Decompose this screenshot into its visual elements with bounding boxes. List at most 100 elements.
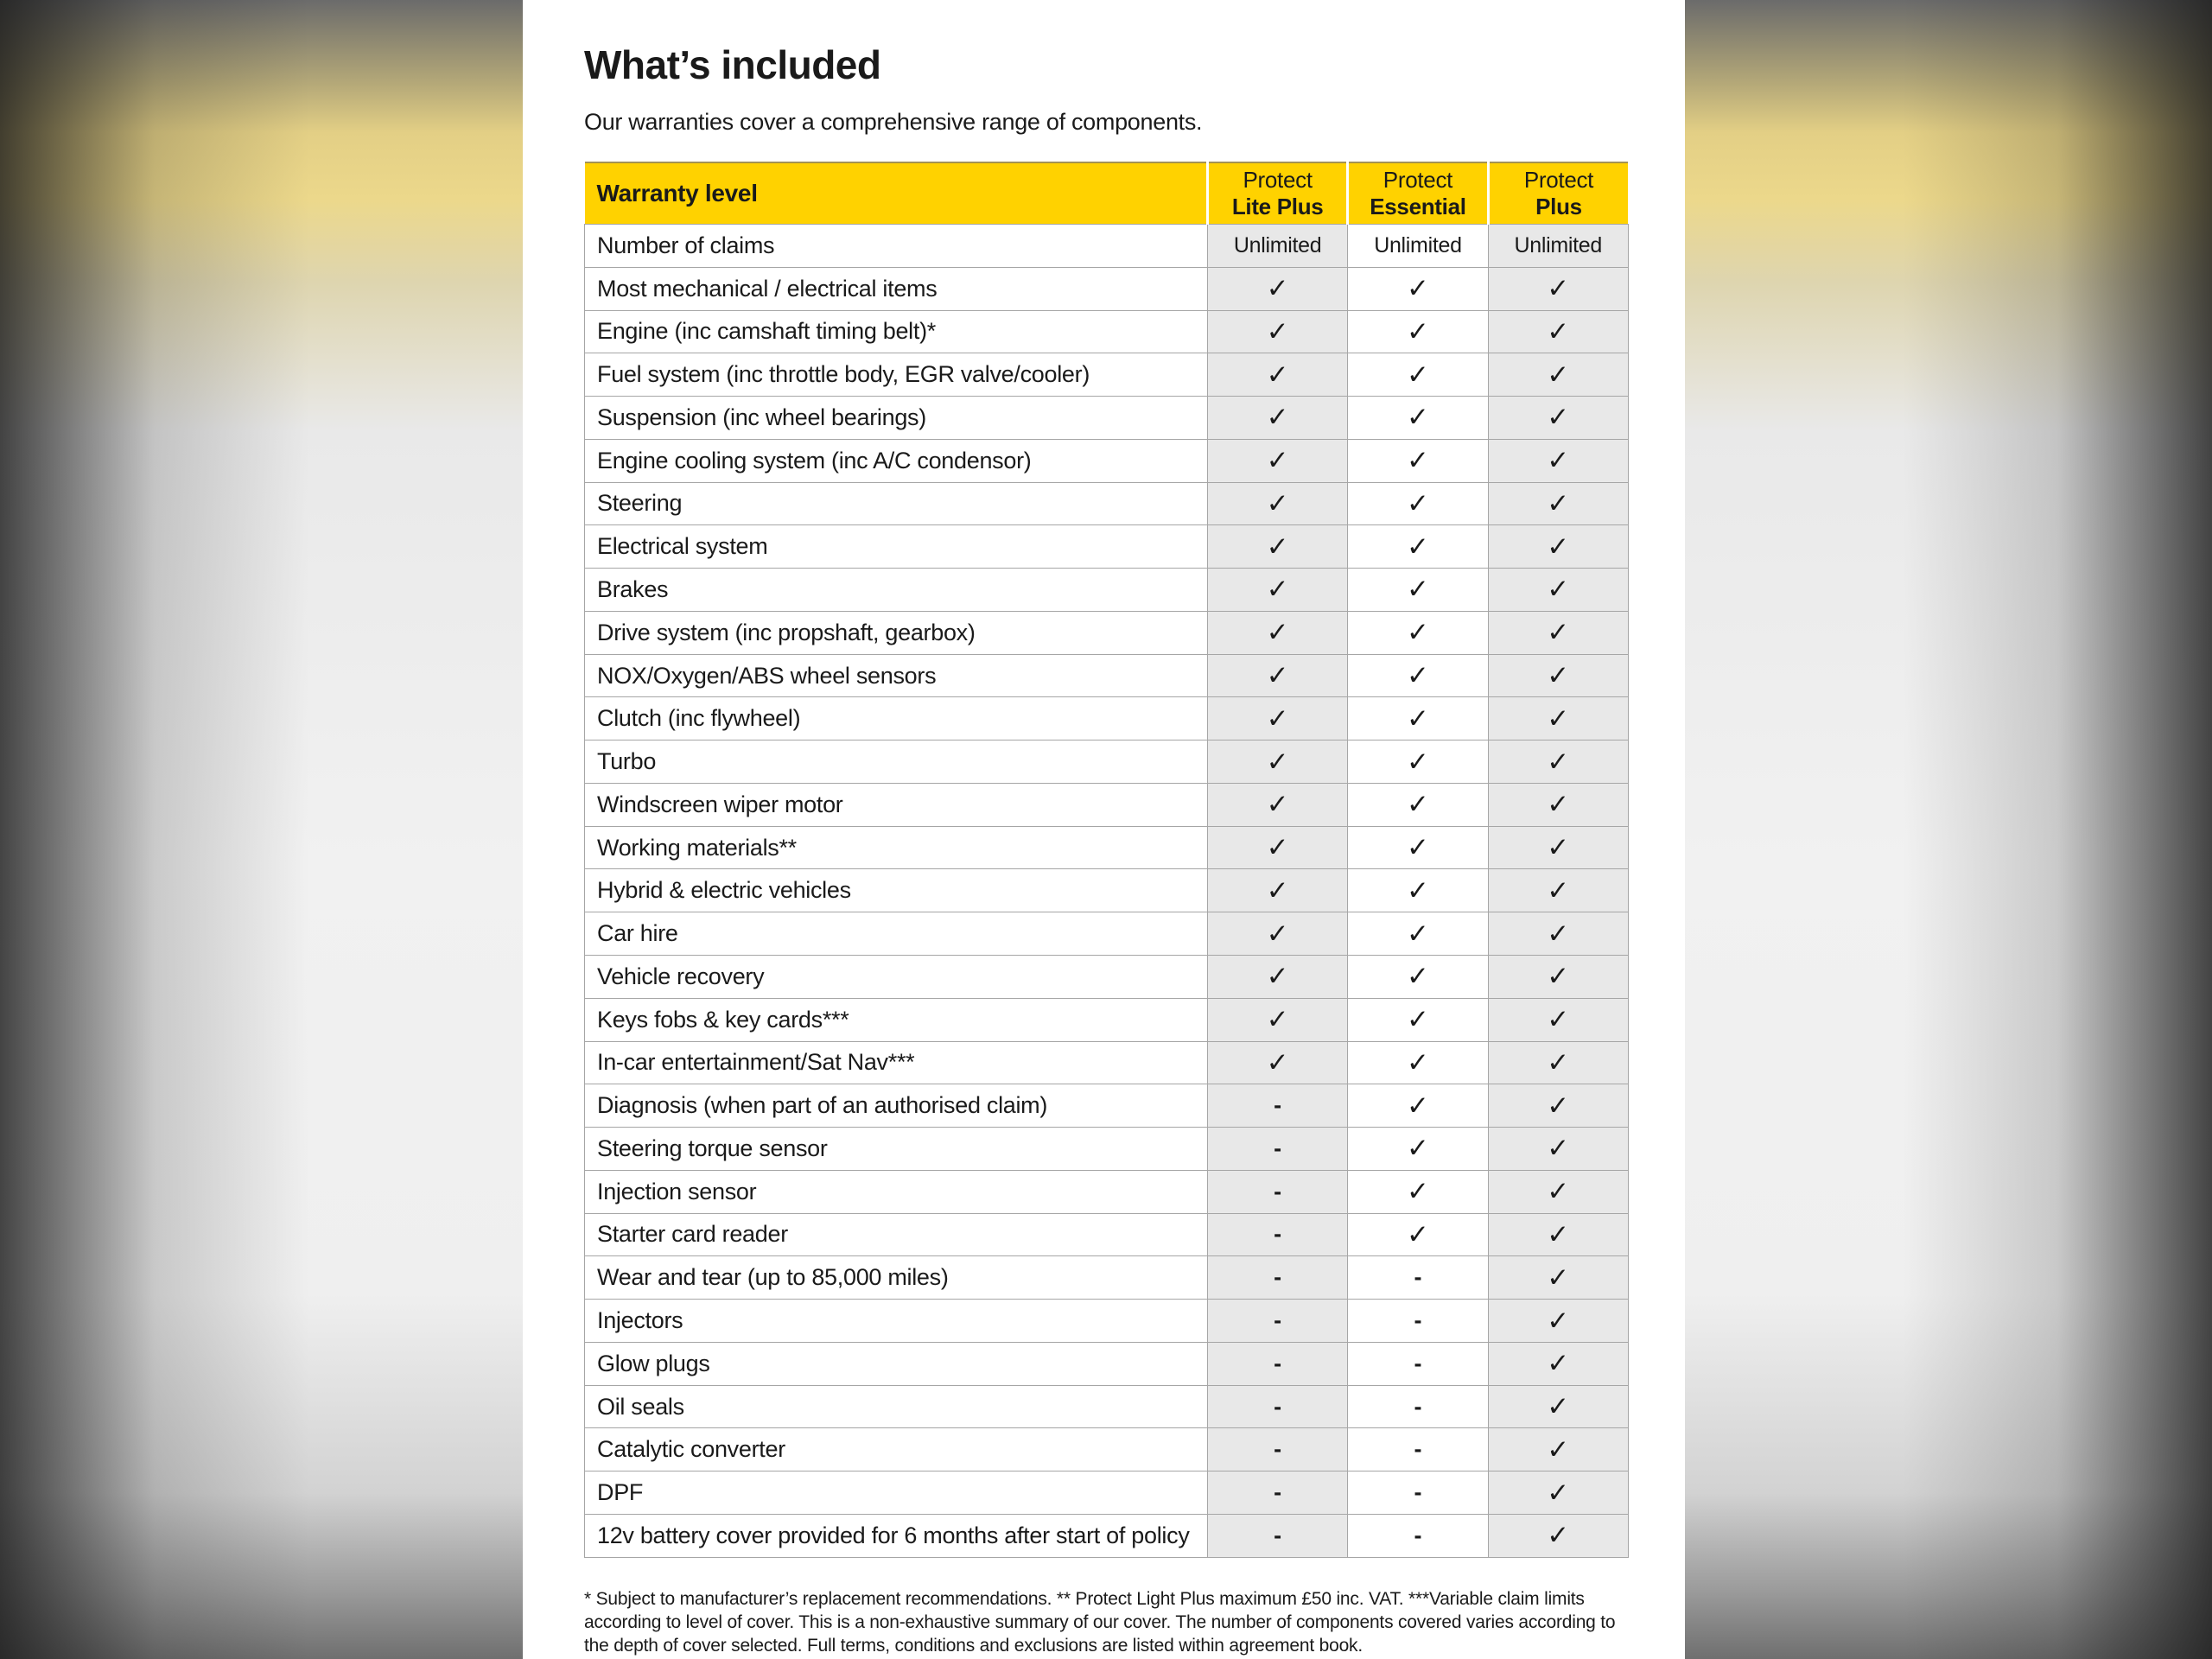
check-icon: ✓ (1347, 997, 1489, 1042)
row-label: Injectors (584, 1299, 1208, 1343)
row-label: Brakes (584, 568, 1208, 612)
check-icon: ✓ (1347, 653, 1489, 698)
check-icon: ✓ (1347, 524, 1489, 569)
plan-tier: Lite Plus (1231, 193, 1324, 219)
check-icon: ✓ (1487, 353, 1629, 397)
row-label: Starter card reader (584, 1212, 1208, 1257)
check-icon: ✓ (1206, 353, 1348, 397)
check-icon: ✓ (1347, 825, 1489, 870)
check-icon: ✓ (1487, 610, 1629, 655)
check-icon: ✓ (1487, 912, 1629, 956)
table-row: Hybrid & electric vehicles ✓ ✓ ✓ (584, 868, 1629, 913)
table-row: Catalytic converter - - ✓ (584, 1427, 1629, 1472)
row-label: Steering torque sensor (584, 1127, 1208, 1171)
table-row: Diagnosis (when part of an authorised cl… (584, 1084, 1629, 1128)
plan-tier: Plus (1535, 193, 1582, 219)
footnote: * Subject to manufacturer’s replacement … (584, 1588, 1616, 1656)
page-subtitle: Our warranties cover a comprehensive ran… (584, 108, 1203, 135)
check-icon: ✓ (1347, 1040, 1489, 1085)
check-icon: ✓ (1487, 1169, 1629, 1214)
table-row: Engine cooling system (inc A/C condensor… (584, 438, 1629, 483)
row-label: Vehicle recovery (584, 955, 1208, 999)
dash-icon: - (1206, 1212, 1348, 1257)
check-icon: ✓ (1487, 955, 1629, 999)
table-row: Car hire ✓ ✓ ✓ (584, 912, 1629, 956)
check-icon: ✓ (1487, 1427, 1629, 1472)
table-row: Injectors - - ✓ (584, 1299, 1629, 1343)
row-label: Most mechanical / electrical items (584, 266, 1208, 311)
row-label: In-car entertainment/Sat Nav*** (584, 1040, 1208, 1085)
row-label: Diagnosis (when part of an authorised cl… (584, 1084, 1208, 1128)
row-label: Windscreen wiper motor (584, 782, 1208, 827)
check-icon: ✓ (1347, 740, 1489, 784)
check-icon: ✓ (1487, 438, 1629, 483)
check-icon: ✓ (1206, 568, 1348, 612)
row-label: Suspension (inc wheel bearings) (584, 396, 1208, 440)
check-icon: ✓ (1487, 997, 1629, 1042)
value-text: Unlimited (1487, 223, 1629, 268)
row-label: Working materials** (584, 825, 1208, 870)
check-icon: ✓ (1347, 610, 1489, 655)
plan-tier: Essential (1370, 193, 1466, 219)
row-label: Drive system (inc propshaft, gearbox) (584, 610, 1208, 655)
check-icon: ✓ (1347, 309, 1489, 354)
dash-icon: - (1347, 1384, 1489, 1429)
plan-brand: Protect (1382, 166, 1453, 193)
check-icon: ✓ (1487, 825, 1629, 870)
check-icon: ✓ (1487, 396, 1629, 440)
check-icon: ✓ (1206, 1040, 1348, 1085)
check-icon: ✓ (1347, 696, 1489, 741)
check-icon: ✓ (1487, 568, 1629, 612)
dash-icon: - (1206, 1084, 1348, 1128)
table-row: Steering ✓ ✓ ✓ (584, 481, 1629, 526)
page-panel: What’s included Our warranties cover a c… (523, 0, 1685, 1659)
row-label: Wear and tear (up to 85,000 miles) (584, 1255, 1208, 1300)
table-row: Drive system (inc propshaft, gearbox) ✓ ✓ ✓ (584, 610, 1629, 655)
row-label: Clutch (inc flywheel) (584, 696, 1208, 741)
check-icon: ✓ (1206, 266, 1348, 311)
table-row: Turbo ✓ ✓ ✓ (584, 740, 1629, 784)
page-content: What’s included Our warranties cover a c… (523, 0, 1685, 1657)
table-row: Wear and tear (up to 85,000 miles) - - ✓ (584, 1255, 1629, 1300)
check-icon: ✓ (1347, 1084, 1489, 1128)
table-row: Working materials** ✓ ✓ ✓ (584, 825, 1629, 870)
row-label: Injection sensor (584, 1169, 1208, 1214)
dash-icon: - (1347, 1255, 1489, 1300)
warranty-table-body: Number of claims Unlimited Unlimited Unlimi… (584, 223, 1629, 1558)
table-row: Oil seals - - ✓ (584, 1384, 1629, 1429)
check-icon: ✓ (1206, 438, 1348, 483)
check-icon: ✓ (1487, 1040, 1629, 1085)
table-row: Engine (inc camshaft timing belt)* ✓ ✓ ✓ (584, 309, 1629, 354)
row-label: Steering (584, 481, 1208, 526)
dash-icon: - (1347, 1513, 1489, 1558)
row-label: 12v battery cover provided for 6 months … (584, 1513, 1208, 1558)
plan-brand: Protect (1243, 166, 1313, 193)
check-icon: ✓ (1487, 1299, 1629, 1343)
row-label: Hybrid & electric vehicles (584, 868, 1208, 913)
check-icon: ✓ (1347, 353, 1489, 397)
check-icon: ✓ (1347, 955, 1489, 999)
header-warranty-level: Warranty level (584, 161, 1208, 225)
check-icon: ✓ (1487, 1127, 1629, 1171)
check-icon: ✓ (1206, 868, 1348, 913)
dash-icon: - (1347, 1471, 1489, 1515)
table-row: Injection sensor - ✓ ✓ (584, 1169, 1629, 1214)
check-icon: ✓ (1487, 1341, 1629, 1386)
row-label: Turbo (584, 740, 1208, 784)
check-icon: ✓ (1347, 438, 1489, 483)
check-icon: ✓ (1487, 868, 1629, 913)
check-icon: ✓ (1487, 740, 1629, 784)
table-row: Clutch (inc flywheel) ✓ ✓ ✓ (584, 696, 1629, 741)
check-icon: ✓ (1206, 740, 1348, 784)
check-icon: ✓ (1206, 955, 1348, 999)
table-header: Warranty level Protect Lite Plus Protect… (584, 161, 1629, 225)
row-label: Engine cooling system (inc A/C condensor… (584, 438, 1208, 483)
table-row: In-car entertainment/Sat Nav*** ✓ ✓ ✓ (584, 1040, 1629, 1085)
value-text: Unlimited (1206, 223, 1348, 268)
dash-icon: - (1206, 1299, 1348, 1343)
table-row: Fuel system (inc throttle body, EGR valv… (584, 353, 1629, 397)
check-icon: ✓ (1206, 653, 1348, 698)
header-protect-plus: Protect Plus (1486, 161, 1629, 225)
table-row: Brakes ✓ ✓ ✓ (584, 568, 1629, 612)
check-icon: ✓ (1347, 782, 1489, 827)
